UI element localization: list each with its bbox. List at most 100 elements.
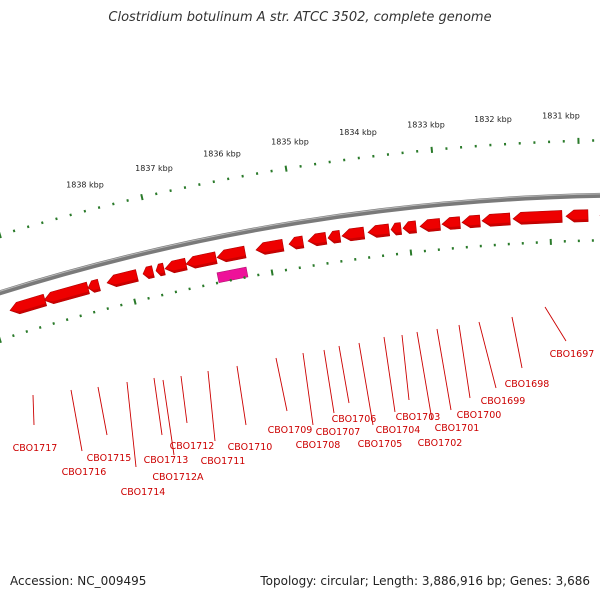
gene-label: CBO1711: [201, 456, 246, 467]
leader-line: [302, 352, 314, 426]
leader-line: [153, 377, 163, 436]
inner-minor-tick: [147, 296, 150, 300]
outer-minor-tick: [26, 225, 30, 229]
gene-arrow-shade: [566, 216, 589, 223]
gene-label: CBO1702: [418, 438, 463, 449]
backbone-arc: [0, 192, 600, 296]
outer-minor-tick: [169, 189, 172, 193]
gene-label: CBO1714: [121, 487, 166, 498]
leader-line: [162, 379, 175, 456]
gene-arrow-shade: [442, 224, 461, 230]
inner-minor-tick: [120, 303, 123, 307]
leader-line: [383, 336, 396, 413]
inner-minor-tick: [92, 310, 96, 314]
leader-line: [401, 334, 410, 401]
inner-minor-tick: [215, 281, 219, 285]
inner-minor-tick: [202, 284, 205, 288]
gene-arrow-shade: [308, 241, 327, 246]
outer-minor-tick: [97, 206, 101, 209]
kbp-label: 1833 kbp: [407, 120, 445, 129]
leader-line: [97, 386, 108, 436]
gene-arrow-shade: [328, 238, 341, 244]
genome-backbone: [0, 192, 600, 296]
inner-major-tick: [270, 269, 274, 276]
gene-label: CBO1708: [296, 440, 341, 451]
gene-arrow-shade: [342, 235, 365, 241]
leader-line: [338, 345, 350, 404]
kbp-label: 1838 kbp: [66, 180, 104, 189]
inner-major-tick: [0, 336, 2, 344]
gene-label: CBO1703: [396, 412, 441, 423]
gene-arrow-shade: [143, 273, 155, 279]
backbone-highlight: [0, 193, 600, 292]
leader-line: [180, 375, 188, 424]
outer-major-tick: [0, 231, 2, 239]
gene-label: CBO1707: [316, 427, 361, 438]
leader-line: [236, 365, 247, 426]
outer-minor-tick: [41, 221, 44, 225]
kbp-label: 1837 kbp: [135, 164, 173, 173]
gene-label: CBO1713: [144, 455, 189, 466]
outer-minor-tick: [126, 199, 129, 202]
inner-major-tick: [409, 249, 413, 256]
leader-line: [32, 394, 35, 426]
gene-arrow-shade: [256, 248, 285, 255]
outer-minor-tick: [55, 217, 58, 221]
leader-line: [70, 389, 83, 452]
leader-line: [275, 357, 288, 412]
inner-minor-tick: [79, 314, 82, 318]
gene-label: CBO1715: [87, 453, 132, 464]
inner-tick-track: [0, 238, 594, 344]
gene-label: CBO1697: [550, 349, 595, 360]
kbp-label: 1832 kbp: [474, 115, 512, 124]
gene-labels: CBO1697CBO1698CBO1699CBO1700CBO1701CBO17…: [13, 306, 595, 498]
leader-line: [544, 306, 567, 342]
kbp-label: 1834 kbp: [339, 128, 377, 137]
gene-track: [9, 209, 600, 315]
outer-major-tick: [284, 165, 288, 172]
map-title: Clostridium botulinum A str. ATCC 3502, …: [108, 10, 492, 25]
gene-label: CBO1699: [481, 396, 526, 407]
gene-arrow: [43, 281, 90, 305]
inner-major-tick: [133, 298, 137, 305]
gene-label: CBO1712A: [152, 472, 204, 483]
gene-label: CBO1698: [505, 379, 550, 390]
gene-label: CBO1716: [62, 467, 107, 478]
leader-line: [126, 381, 137, 468]
inner-minor-tick: [52, 322, 55, 325]
leader-line: [458, 324, 471, 399]
gene-label: CBO1701: [435, 423, 480, 434]
leader-line: [511, 316, 523, 369]
gene-arrow-shade: [44, 291, 90, 304]
highlighted-gene: [216, 266, 249, 283]
outer-minor-tick: [112, 202, 115, 206]
inner-minor-tick: [160, 293, 164, 297]
gene-arrow: [9, 293, 48, 315]
gene-arrow-shade: [420, 226, 441, 232]
outer-major-tick: [430, 146, 434, 153]
gene-label: CBO1712: [170, 441, 215, 452]
gene-arrow-shade: [107, 278, 139, 287]
outer-minor-tick: [69, 213, 72, 217]
gene-label: CBO1704: [376, 425, 421, 436]
inner-minor-tick: [65, 318, 69, 322]
gene-label: CBO1709: [268, 425, 313, 436]
gene-label: CBO1700: [457, 410, 502, 421]
inner-minor-tick: [174, 290, 178, 294]
outer-minor-tick: [155, 192, 158, 196]
leader-line: [207, 370, 216, 442]
gene-arrow-shade: [391, 229, 402, 236]
gene-arrow-shade: [186, 261, 218, 269]
leader-line: [416, 331, 433, 421]
leader-line: [436, 328, 452, 411]
gene-arrow-shade: [368, 232, 390, 238]
outer-minor-tick: [12, 229, 16, 233]
gene-label: CBO1710: [228, 442, 273, 453]
gene-label: CBO1717: [13, 443, 58, 454]
gene-arrow-shade: [462, 222, 481, 228]
inner-minor-tick: [106, 307, 110, 311]
gene-arrow-shade: [165, 267, 188, 273]
genome-summary-text: Topology: circular; Length: 3,886,916 bp…: [260, 574, 590, 588]
kbp-label: 1831 kbp: [542, 111, 580, 120]
